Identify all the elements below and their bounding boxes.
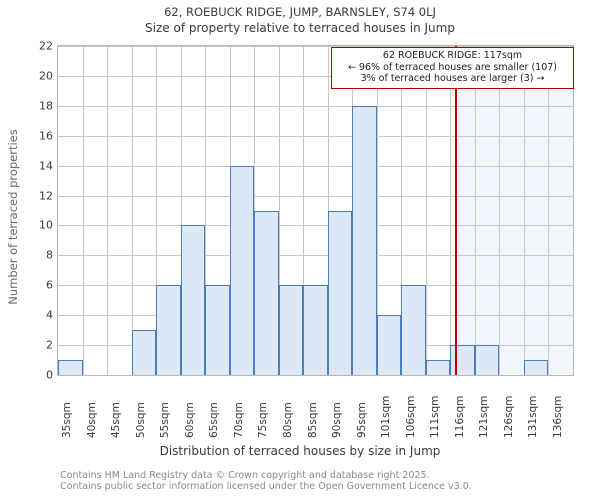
gridline-horizontal — [58, 255, 573, 257]
x-axis-tick-label: 136sqm — [551, 395, 564, 438]
histogram-bar — [131, 330, 157, 375]
annotation-line-larger: 3% of terraced houses are larger (3) → — [360, 73, 545, 84]
histogram-bar — [474, 345, 500, 375]
histogram-bar — [425, 360, 451, 375]
x-axis-tick-label: 95sqm — [355, 402, 368, 438]
x-axis-tick-label: 65sqm — [208, 402, 221, 438]
gridline-vertical — [401, 46, 403, 375]
y-axis-ticks: 0 2 4 6 8 10 12 14 16 18 20 22 — [0, 40, 53, 382]
histogram-bar — [254, 210, 279, 375]
x-axis-tick-label: 60sqm — [183, 402, 196, 438]
gridline-vertical — [107, 46, 109, 375]
histogram-bar — [156, 285, 181, 375]
chart-subtitle: Size of property relative to terraced ho… — [145, 21, 455, 35]
histogram-bar — [58, 360, 83, 375]
gridline-vertical — [156, 46, 158, 375]
x-axis-tick-label: 121sqm — [478, 395, 491, 438]
y-axis-tick-label: 16 — [39, 129, 53, 143]
histogram-bar — [278, 285, 304, 375]
gridline-horizontal — [58, 75, 573, 77]
page-title: 62, ROEBUCK RIDGE, JUMP, BARNSLEY, S74 0… — [164, 5, 436, 19]
gridline-horizontal — [58, 135, 573, 137]
gridline-horizontal — [58, 195, 573, 197]
gridline-horizontal — [58, 225, 573, 227]
gridline-vertical — [523, 46, 525, 375]
gridline-vertical — [278, 46, 280, 375]
y-axis-tick-label: 6 — [46, 278, 53, 292]
annotation-line-property: 62 ROEBUCK RIDGE: 117sqm — [382, 50, 523, 61]
histogram-bar — [229, 165, 255, 375]
gridline-vertical — [376, 46, 378, 375]
gridline-vertical — [548, 46, 550, 375]
gridline-vertical — [205, 46, 207, 375]
x-axis-tick-label: 35sqm — [61, 402, 74, 438]
histogram-bar — [180, 225, 206, 375]
y-axis-tick-label: 2 — [46, 338, 53, 352]
x-axis-tick-label: 80sqm — [281, 402, 294, 438]
gridline-vertical — [131, 46, 133, 375]
gridline-vertical — [450, 46, 452, 375]
x-axis-label: Distribution of terraced houses by size … — [159, 444, 441, 458]
y-axis-tick-label: 8 — [46, 248, 53, 262]
histogram-bar — [523, 360, 549, 375]
gridline-vertical — [474, 46, 476, 375]
histogram-bar — [450, 345, 475, 375]
property-annotation-box: 62 ROEBUCK RIDGE: 117sqm ← 96% of terrac… — [331, 47, 574, 89]
x-axis-tick-label: 45sqm — [110, 402, 123, 438]
x-axis-tick-label: 70sqm — [232, 402, 245, 438]
x-axis-tick-label: 106sqm — [404, 395, 417, 438]
footer-line-1: Contains HM Land Registry data © Crown c… — [60, 470, 430, 481]
histogram-bar — [376, 315, 402, 375]
larger-properties-shaded-region — [455, 46, 573, 375]
y-axis-tick-label: 0 — [46, 368, 53, 382]
y-axis-tick-label: 20 — [39, 69, 53, 83]
gridline-horizontal — [58, 165, 573, 167]
histogram-bar — [205, 285, 230, 375]
x-axis-tick-label: 75sqm — [257, 402, 270, 438]
histogram-bar — [352, 105, 377, 375]
gridline-horizontal — [58, 105, 573, 107]
histogram-bar — [401, 285, 426, 375]
y-axis-tick-label: 14 — [39, 159, 53, 173]
y-axis-tick-label: 4 — [46, 308, 53, 322]
y-axis-tick-label: 10 — [39, 218, 53, 232]
plot-area — [57, 45, 574, 376]
property-size-marker-line — [455, 46, 457, 375]
histogram-bar — [327, 210, 353, 375]
gridline-horizontal — [58, 46, 573, 47]
x-axis-tick-label: 116sqm — [453, 395, 466, 438]
x-axis-tick-label: 126sqm — [502, 395, 515, 438]
gridline-vertical — [82, 46, 84, 375]
x-axis-ticks: 35sqm 40sqm 45sqm 50sqm 55sqm 60sqm 65sqm 70sqm… — [57, 378, 574, 438]
x-axis-tick-label: 85sqm — [306, 402, 319, 438]
y-axis-tick-label: 18 — [39, 99, 53, 113]
y-axis-tick-label: 12 — [39, 189, 53, 203]
histogram-bar — [303, 285, 328, 375]
x-axis-tick-label: 55sqm — [159, 402, 172, 438]
gridline-vertical — [425, 46, 427, 375]
x-axis-tick-label: 50sqm — [134, 402, 147, 438]
chart-title-block: 62, ROEBUCK RIDGE, JUMP, BARNSLEY, S74 0… — [0, 5, 600, 37]
gridline-vertical — [303, 46, 305, 375]
annotation-line-smaller: ← 96% of terraced houses are smaller (10… — [347, 61, 558, 73]
x-axis-tick-label: 40sqm — [85, 402, 98, 438]
x-axis-tick-label: 90sqm — [331, 402, 344, 438]
footer-attribution: Contains HM Land Registry data © Crown c… — [60, 470, 580, 492]
x-axis-tick-label: 101sqm — [380, 395, 393, 438]
y-axis-label: Number of terraced properties — [6, 129, 20, 305]
gridline-vertical — [180, 46, 182, 375]
y-axis-tick-label: 22 — [39, 39, 53, 53]
gridline-vertical — [499, 46, 501, 375]
x-axis-tick-label: 131sqm — [527, 395, 540, 438]
footer-line-2: Contains public sector information licen… — [60, 481, 472, 492]
x-axis-tick-label: 111sqm — [429, 395, 442, 438]
